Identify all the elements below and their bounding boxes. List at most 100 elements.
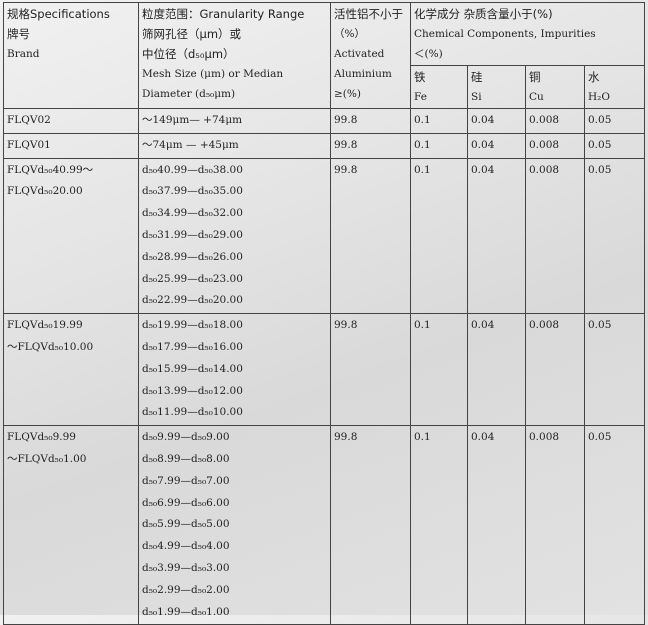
- cell-text: 牌号: [7, 27, 30, 41]
- cell-text: 粒度范围：Granularity Range: [142, 7, 305, 21]
- impurity-cell: 0.04: [467, 425, 526, 625]
- cell-text: 水: [588, 70, 600, 84]
- header-aluminium: 活性铝不小于 （%） Activated Aluminium ≥(%): [330, 2, 411, 109]
- cell-text: 0.008: [529, 319, 560, 332]
- brand-cell: FLQV01: [3, 132, 139, 159]
- cell-text: 99.8: [334, 431, 358, 444]
- cell-text: FLQVd₅₀19.99: [7, 319, 83, 332]
- size-cell: ～149μm— +74μm: [138, 108, 331, 134]
- cell-text: 0.04: [471, 163, 495, 176]
- cell-text: 中位径（d₅₀μm）: [142, 47, 235, 61]
- header-element: 水 H₂O: [584, 65, 645, 109]
- impurity-cell: 0.1: [410, 157, 468, 315]
- cell-text: （%）: [334, 28, 365, 40]
- cell-text: 规格Specifications: [7, 7, 110, 21]
- cell-text: 99.8: [334, 138, 358, 151]
- header-granularity: 粒度范围：Granularity Range 筛网孔径（μm）或 中位径（d₅₀μm…: [138, 2, 331, 109]
- cell-text: ≥(%): [334, 88, 361, 100]
- cell-text: d₅₀8.99—d₅₀8.00: [142, 452, 230, 465]
- cell-text: Mesh Size (μm) or Median: [142, 68, 284, 80]
- cell-text: 化学成分 杂质含量小于(%): [414, 7, 553, 21]
- cell-text: 99.8: [334, 163, 358, 176]
- table-container: 规格Specifications 牌号 Brand 粒度范围：Granularity …: [3, 2, 645, 625]
- cell-text: ＜(%): [414, 48, 443, 60]
- cell-text: 0.008: [529, 431, 560, 444]
- cell-text: 0.1: [414, 114, 431, 126]
- cell-text: 0.04: [471, 319, 495, 332]
- cell-text: 0.05: [588, 114, 612, 126]
- impurity-cell: 0.04: [467, 132, 526, 159]
- impurity-cell: 0.008: [525, 313, 585, 427]
- cell-text: 0.04: [471, 431, 495, 444]
- header-element: 铜 Cu: [525, 65, 585, 109]
- cell-text: d₅₀22.99—d₅₀20.00: [142, 294, 243, 307]
- brand-cell: FLQV02: [3, 108, 139, 134]
- cell-text: FLQVd₅₀20.00: [7, 185, 83, 198]
- cell-text: 硅: [471, 70, 483, 84]
- impurity-cell: 0.05: [584, 313, 645, 427]
- brand-cell: FLQVd₅₀40.99～ FLQVd₅₀20.00: [3, 157, 139, 315]
- size-cell: d₅₀9.99—d₅₀9.00 d₅₀8.99—d₅₀8.00 d₅₀7.99—d₅…: [138, 425, 331, 625]
- cell-text: d₅₀11.99—d₅₀10.00: [142, 406, 243, 419]
- header-element: 铁 Fe: [410, 65, 468, 109]
- cell-text: 0.008: [529, 163, 560, 176]
- cell-text: d₅₀1.99—d₅₀1.00: [142, 605, 230, 618]
- impurity-cell: 0.008: [525, 132, 585, 159]
- cell-text: 活性铝不小于: [334, 7, 403, 21]
- header-row: 规格Specifications 牌号 Brand 粒度范围：Granularity …: [3, 2, 645, 109]
- cell-text: d₅₀25.99—d₅₀23.00: [142, 272, 243, 285]
- cell-text: 0.1: [414, 431, 431, 444]
- impurity-cell: 0.04: [467, 108, 526, 134]
- cell-text: 铁: [414, 70, 426, 84]
- aluminium-cell: 99.8: [330, 313, 411, 427]
- cell-text: 0.1: [414, 138, 431, 151]
- header-impurities: 化学成分 杂质含量小于(%) Chemical Components, Impur…: [410, 2, 645, 66]
- cell-text: d₅₀7.99—d₅₀7.00: [142, 474, 230, 487]
- cell-text: d₅₀37.99—d₅₀35.00: [142, 185, 243, 198]
- cell-text: 0.1: [414, 319, 431, 332]
- cell-text: 0.1: [414, 163, 431, 176]
- cell-text: FLQV02: [7, 114, 51, 126]
- aluminium-cell: 99.8: [330, 425, 411, 625]
- spec-table: 规格Specifications 牌号 Brand 粒度范围：Granularity …: [3, 2, 645, 625]
- cell-text: d₅₀6.99—d₅₀6.00: [142, 496, 230, 509]
- cell-text: 0.05: [588, 163, 612, 176]
- cell-text: 0.008: [529, 138, 560, 151]
- aluminium-cell: 99.8: [330, 132, 411, 159]
- data-row: FLQV02 ～149μm— +74μm 99.8 0.1 0.04 0.008 0.05: [3, 108, 645, 134]
- cell-text: 0.04: [471, 138, 495, 151]
- cell-text: d₅₀13.99—d₅₀12.00: [142, 384, 243, 397]
- impurity-cell: 0.1: [410, 425, 468, 625]
- cell-text: Brand: [7, 48, 40, 60]
- size-cell: d₅₀19.99—d₅₀18.00 d₅₀17.99—d₅₀16.00 d₅₀15.…: [138, 313, 331, 427]
- cell-text: d₅₀40.99—d₅₀38.00: [142, 163, 243, 176]
- cell-text: d₅₀34.99—d₅₀32.00: [142, 207, 243, 220]
- cell-text: d₅₀5.99—d₅₀5.00: [142, 518, 230, 531]
- impurity-cell: 0.1: [410, 313, 468, 427]
- data-row: FLQVd₅₀19.99 ～FLQVd₅₀10.00 d₅₀19.99—d₅₀18.…: [3, 313, 645, 427]
- cell-text: d₅₀9.99—d₅₀9.00: [142, 431, 230, 444]
- cell-text: FLQVd₅₀40.99～: [7, 163, 94, 176]
- cell-text: 99.8: [334, 114, 358, 126]
- cell-text: Si: [471, 91, 482, 103]
- cell-text: ～74μm — +45μm: [142, 138, 239, 151]
- brand-cell: FLQVd₅₀9.99 ～FLQVd₅₀1.00: [3, 425, 139, 625]
- cell-text: ～FLQVd₅₀10.00: [7, 340, 94, 353]
- impurity-cell: 0.008: [525, 425, 585, 625]
- cell-text: d₅₀4.99—d₅₀4.00: [142, 540, 230, 553]
- header-brand: 规格Specifications 牌号 Brand: [3, 2, 139, 109]
- impurity-cell: 0.05: [584, 132, 645, 159]
- cell-text: Diameter (d₅₀μm): [142, 88, 236, 100]
- impurity-cell: 0.05: [584, 157, 645, 315]
- cell-text: d₅₀19.99—d₅₀18.00: [142, 319, 243, 332]
- header-subrow: 铁 Fe 硅 Si 铜 Cu 水 H₂O: [4, 65, 645, 109]
- cell-text: 0.05: [588, 431, 612, 444]
- cell-text: Fe: [414, 91, 427, 103]
- cell-text: Cu: [529, 91, 544, 103]
- cell-text: d₅₀3.99—d₅₀3.00: [142, 561, 230, 574]
- header-element: 硅 Si: [467, 65, 526, 109]
- impurity-cell: 0.1: [410, 108, 468, 134]
- impurity-cell: 0.05: [584, 108, 645, 134]
- impurity-cell: 0.04: [467, 313, 526, 427]
